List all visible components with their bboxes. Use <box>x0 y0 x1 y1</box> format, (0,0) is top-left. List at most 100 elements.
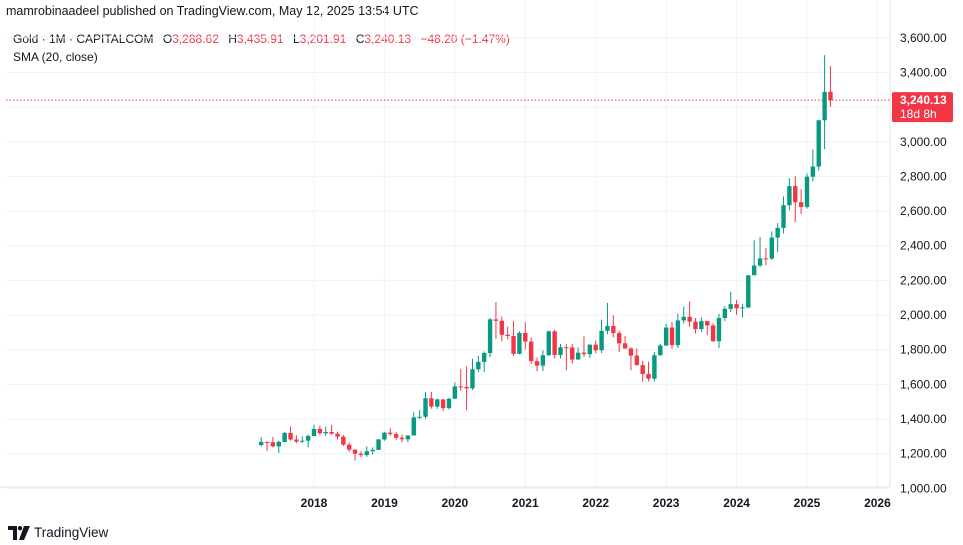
candle-body <box>675 320 681 346</box>
candle-body <box>470 369 475 389</box>
candle <box>640 360 645 382</box>
candle <box>693 317 698 334</box>
candle <box>300 436 305 443</box>
high-label: H <box>228 32 237 46</box>
candle-body <box>769 237 774 259</box>
candle-body <box>435 399 440 407</box>
candle <box>405 435 411 443</box>
candle <box>570 343 575 364</box>
candle-body <box>317 428 323 434</box>
candle-body <box>405 435 411 440</box>
candle <box>282 432 287 443</box>
candle <box>675 313 681 348</box>
candlestick-series[interactable] <box>258 55 833 461</box>
candle-body <box>499 320 505 335</box>
candle <box>646 361 651 382</box>
candle-body <box>605 325 610 331</box>
candle <box>763 247 769 266</box>
time-tick-label: 2022 <box>582 496 609 510</box>
candle-body <box>511 336 516 354</box>
candle <box>435 398 440 409</box>
open-label: O <box>162 32 173 46</box>
ohlc-legend: Gold · 1M · CAPITALCOM O3,288.62 H3,435.… <box>13 32 510 46</box>
indicator-legend[interactable]: SMA (20, close) <box>13 50 98 64</box>
tradingview-logo-icon <box>8 525 30 540</box>
candle-body <box>681 316 686 321</box>
candle-body <box>264 441 270 443</box>
candle <box>564 344 569 371</box>
candle-body <box>810 166 816 177</box>
candle-body <box>828 91 833 101</box>
candle-body <box>816 120 821 167</box>
price-tick-label: 1,800.00 <box>900 343 947 357</box>
candle <box>746 275 751 309</box>
candle <box>687 301 692 327</box>
time-tick-label: 2019 <box>371 496 398 510</box>
close-label: C <box>355 32 365 46</box>
candle <box>775 223 780 252</box>
time-tick-label: 2021 <box>512 496 539 510</box>
candle <box>505 326 510 340</box>
candle-body <box>270 442 276 447</box>
candle <box>828 66 833 107</box>
candle <box>499 316 505 342</box>
low-value: 3,201.91 <box>299 32 347 46</box>
candle-body <box>640 365 645 374</box>
candle <box>264 441 270 452</box>
candle-body <box>775 227 780 238</box>
candle <box>258 437 264 447</box>
candle <box>810 149 816 182</box>
candle <box>663 323 669 346</box>
candle-body <box>388 432 393 435</box>
candle <box>317 425 323 436</box>
candle <box>276 440 281 453</box>
candle <box>370 447 375 455</box>
candle-body <box>558 347 563 355</box>
candle-body <box>599 330 604 351</box>
publisher-line: mamrobinaadeel published on TradingView.… <box>6 4 419 18</box>
candle <box>740 303 745 318</box>
candle-body <box>705 321 710 326</box>
time-axis[interactable]: 2018 2019 2020 2021 2022 2023 2024 2025 2026 <box>301 496 891 510</box>
candle <box>352 449 358 461</box>
candle-body <box>804 176 810 207</box>
time-tick-label: 2026 <box>864 496 891 510</box>
candle-body <box>781 205 786 228</box>
candle-body <box>364 451 370 456</box>
candle-body <box>487 319 493 353</box>
candle <box>511 321 516 356</box>
candle-body <box>552 331 557 355</box>
candle <box>611 315 616 338</box>
candle-body <box>347 444 352 450</box>
price-tick-label: 1,400.00 <box>900 412 947 426</box>
candle-body <box>411 417 416 436</box>
candle-body <box>740 307 745 309</box>
candle-body <box>341 436 346 445</box>
candle-body <box>763 258 769 260</box>
candle <box>382 431 387 441</box>
candle <box>757 237 763 268</box>
time-tick-label: 2023 <box>653 496 680 510</box>
price-axis[interactable]: 1,000.00 1,200.00 1,400.00 1,600.00 1,800.00… <box>900 31 947 496</box>
price-tick-label: 3,000.00 <box>900 135 947 149</box>
time-tick-label: 2024 <box>723 496 750 510</box>
candle-body <box>593 344 598 351</box>
candle <box>681 306 686 324</box>
candle <box>769 231 774 260</box>
candle <box>429 391 434 409</box>
candle-body <box>728 304 733 309</box>
candle <box>652 352 657 382</box>
candle-body <box>323 432 328 434</box>
candle <box>699 317 704 333</box>
candle <box>446 397 452 410</box>
high-value: 3,435.91 <box>236 32 284 46</box>
price-tick-label: 1,600.00 <box>900 377 947 391</box>
symbol-label[interactable]: Gold · 1M · CAPITALCOM <box>13 32 154 46</box>
candle <box>464 366 469 411</box>
brand-label: TradingView <box>34 525 109 540</box>
candle <box>599 319 604 353</box>
candle-body <box>611 325 616 334</box>
candle-body <box>505 334 510 337</box>
candle <box>417 409 422 420</box>
